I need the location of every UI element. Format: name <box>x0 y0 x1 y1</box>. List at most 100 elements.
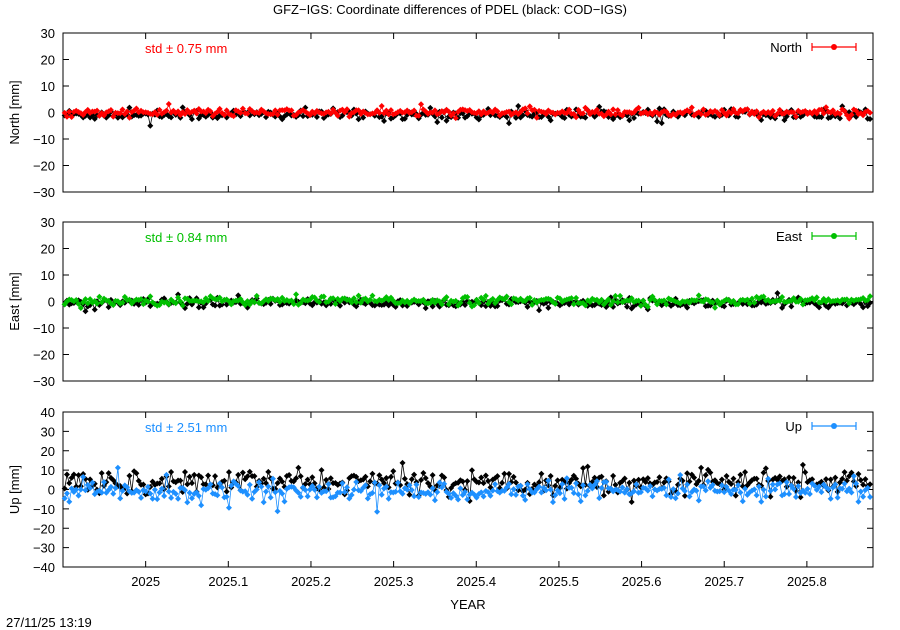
data-point <box>114 464 121 471</box>
data-point <box>867 116 874 123</box>
data-point <box>795 479 802 486</box>
data-point <box>332 300 339 307</box>
data-point <box>443 117 450 124</box>
data-point <box>401 475 408 482</box>
data-point <box>138 494 145 501</box>
data-point <box>614 107 621 114</box>
data-point <box>464 496 471 503</box>
data-point <box>633 481 640 488</box>
data-point <box>91 306 98 313</box>
data-point <box>610 106 617 113</box>
data-point <box>561 495 568 502</box>
data-point <box>179 104 186 111</box>
data-point <box>179 302 186 309</box>
data-point <box>728 490 735 497</box>
data-point <box>700 106 707 113</box>
data-point <box>714 297 721 304</box>
data-point <box>450 110 457 117</box>
data-point <box>202 481 209 488</box>
data-point <box>628 498 635 505</box>
data-point <box>73 297 80 304</box>
data-point <box>809 476 816 483</box>
data-point <box>172 490 179 497</box>
data-point <box>276 298 283 305</box>
data-point <box>186 489 193 496</box>
data-point <box>774 110 781 117</box>
x-tick-label: 2025.4 <box>456 574 496 589</box>
data-point <box>742 469 749 476</box>
data-point <box>383 107 390 114</box>
data-point <box>75 300 82 307</box>
data-point <box>274 111 281 118</box>
data-point <box>135 301 142 308</box>
data-point <box>818 114 825 121</box>
y-axis-label: East [mm] <box>7 272 22 331</box>
data-point <box>802 469 809 476</box>
data-point <box>353 478 360 485</box>
data-point <box>459 478 466 485</box>
data-point <box>355 107 362 114</box>
x-tick-label: 2025.3 <box>374 574 414 589</box>
data-point <box>832 474 839 481</box>
data-point <box>126 296 133 303</box>
data-point <box>839 103 846 110</box>
data-point <box>309 482 316 489</box>
data-point <box>304 493 311 500</box>
data-point <box>165 488 172 495</box>
data-point <box>860 493 867 500</box>
data-point <box>371 479 378 486</box>
data-point <box>867 493 874 500</box>
data-point <box>790 486 797 493</box>
data-point <box>212 302 219 309</box>
data-point <box>304 476 311 483</box>
data-point <box>605 296 612 303</box>
data-point <box>656 474 663 481</box>
data-point <box>98 299 105 306</box>
data-point <box>862 476 869 483</box>
data-point <box>536 483 543 490</box>
data-point <box>836 115 843 122</box>
data-point <box>418 476 425 483</box>
data-point <box>614 299 621 306</box>
data-point <box>89 479 96 486</box>
data-point <box>239 105 246 112</box>
data-point <box>297 493 304 500</box>
y-tick-label: −10 <box>33 132 55 147</box>
legend-label: East <box>776 229 802 244</box>
data-point <box>98 470 105 477</box>
data-point <box>619 484 626 491</box>
data-point <box>216 294 223 301</box>
data-point <box>350 486 357 493</box>
data-point <box>776 473 783 480</box>
data-point <box>503 293 510 300</box>
data-point <box>737 471 744 478</box>
data-point <box>272 489 279 496</box>
data-point <box>147 490 154 497</box>
data-point <box>494 473 501 480</box>
data-point <box>383 483 390 490</box>
data-point <box>406 491 413 498</box>
data-point <box>846 115 853 122</box>
data-point <box>850 473 857 480</box>
legend: Up <box>785 419 857 434</box>
legend-label: North <box>770 40 802 55</box>
data-point <box>462 302 469 309</box>
data-point <box>626 117 633 124</box>
data-point <box>841 480 848 487</box>
data-point <box>181 469 188 476</box>
data-point <box>533 114 540 121</box>
data-point <box>471 302 478 309</box>
data-point <box>492 481 499 488</box>
data-point <box>186 473 193 480</box>
data-point <box>221 477 228 484</box>
data-point <box>198 474 205 481</box>
data-point <box>702 472 709 479</box>
y-tick-label: 0 <box>48 295 55 310</box>
data-point <box>343 484 350 491</box>
data-point <box>508 301 515 308</box>
data-point <box>499 479 506 486</box>
data-point <box>272 485 279 492</box>
data-point <box>462 488 469 495</box>
data-point <box>126 114 133 121</box>
data-point <box>501 470 508 477</box>
